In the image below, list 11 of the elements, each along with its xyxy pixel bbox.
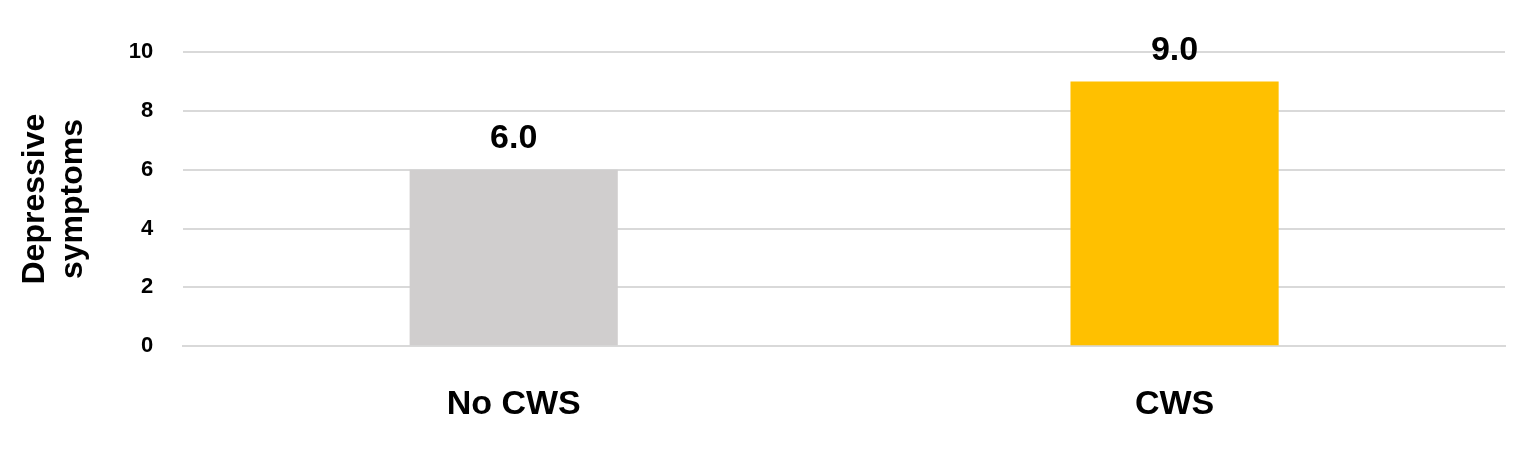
y-tick-label: 4 <box>141 214 155 240</box>
x-tick-label: No CWS <box>446 382 581 421</box>
y-tick-label: 8 <box>141 96 154 122</box>
data-label: 6.0 <box>490 117 538 156</box>
x-tick-label: CWS <box>1134 382 1215 421</box>
y-tick-label: 2 <box>141 273 154 299</box>
y-tick-label: 6 <box>141 155 154 181</box>
y-tick-label: 0 <box>141 332 154 358</box>
y-axis-title: Depressive symptoms <box>15 113 90 285</box>
data-label: 9.0 <box>1150 28 1199 67</box>
y-tick-label: 10 <box>128 38 154 64</box>
